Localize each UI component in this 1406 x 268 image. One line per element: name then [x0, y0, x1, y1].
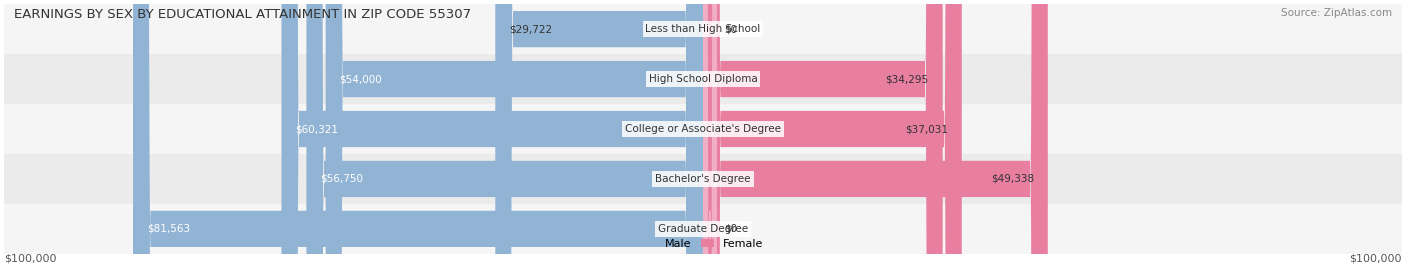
- Text: $54,000: $54,000: [340, 74, 382, 84]
- FancyBboxPatch shape: [4, 154, 1402, 204]
- FancyBboxPatch shape: [4, 154, 1402, 204]
- FancyBboxPatch shape: [4, 4, 1402, 54]
- FancyBboxPatch shape: [4, 54, 1402, 104]
- Text: Graduate Degree: Graduate Degree: [658, 224, 748, 234]
- Legend: Male, Female: Male, Female: [638, 234, 768, 253]
- FancyBboxPatch shape: [4, 204, 1402, 254]
- FancyBboxPatch shape: [703, 0, 962, 268]
- Text: $49,338: $49,338: [991, 174, 1033, 184]
- Text: $56,750: $56,750: [321, 174, 363, 184]
- FancyBboxPatch shape: [307, 0, 703, 268]
- Text: Less than High School: Less than High School: [645, 24, 761, 34]
- FancyBboxPatch shape: [4, 54, 1402, 104]
- Text: $37,031: $37,031: [905, 124, 948, 134]
- Text: $100,000: $100,000: [4, 254, 56, 264]
- FancyBboxPatch shape: [4, 104, 1402, 154]
- FancyBboxPatch shape: [281, 0, 703, 268]
- FancyBboxPatch shape: [326, 0, 703, 268]
- Text: $100,000: $100,000: [1350, 254, 1402, 264]
- Text: Source: ZipAtlas.com: Source: ZipAtlas.com: [1281, 8, 1392, 18]
- FancyBboxPatch shape: [4, 104, 1402, 154]
- Text: High School Diploma: High School Diploma: [648, 74, 758, 84]
- Text: $29,722: $29,722: [509, 24, 553, 34]
- FancyBboxPatch shape: [134, 0, 703, 268]
- Text: $0: $0: [724, 224, 737, 234]
- Text: $81,563: $81,563: [148, 224, 190, 234]
- FancyBboxPatch shape: [495, 0, 703, 268]
- Text: $0: $0: [724, 24, 737, 34]
- Text: Bachelor's Degree: Bachelor's Degree: [655, 174, 751, 184]
- Text: EARNINGS BY SEX BY EDUCATIONAL ATTAINMENT IN ZIP CODE 55307: EARNINGS BY SEX BY EDUCATIONAL ATTAINMEN…: [14, 8, 471, 21]
- FancyBboxPatch shape: [703, 0, 717, 268]
- FancyBboxPatch shape: [703, 0, 717, 268]
- Text: College or Associate's Degree: College or Associate's Degree: [626, 124, 780, 134]
- FancyBboxPatch shape: [703, 0, 942, 268]
- FancyBboxPatch shape: [4, 4, 1402, 54]
- FancyBboxPatch shape: [703, 0, 1047, 268]
- FancyBboxPatch shape: [4, 204, 1402, 254]
- Text: $34,295: $34,295: [886, 74, 929, 84]
- Text: $60,321: $60,321: [295, 124, 339, 134]
